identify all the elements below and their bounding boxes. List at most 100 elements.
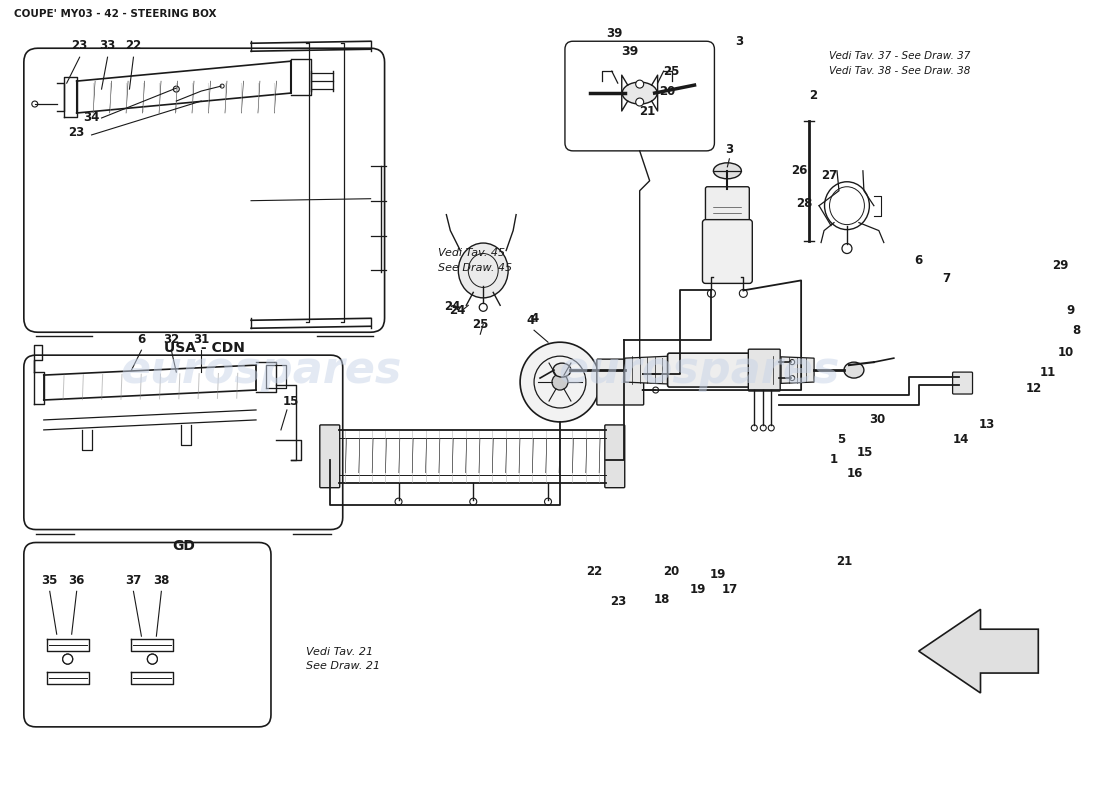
Circle shape xyxy=(174,86,179,92)
Text: 15: 15 xyxy=(857,446,873,459)
Text: 13: 13 xyxy=(978,418,994,431)
Text: 6: 6 xyxy=(138,333,145,346)
Circle shape xyxy=(63,654,73,664)
Text: 7: 7 xyxy=(943,272,950,285)
Circle shape xyxy=(520,342,600,422)
Ellipse shape xyxy=(844,362,864,378)
Text: 19: 19 xyxy=(710,568,726,581)
Text: 36: 36 xyxy=(68,574,85,587)
Text: 35: 35 xyxy=(42,574,58,587)
Text: COUPE' MY03 - 42 - STEERING BOX: COUPE' MY03 - 42 - STEERING BOX xyxy=(14,10,217,19)
Circle shape xyxy=(63,654,73,664)
Circle shape xyxy=(395,498,402,505)
Text: 10: 10 xyxy=(1058,346,1075,358)
Circle shape xyxy=(760,425,767,431)
Circle shape xyxy=(652,387,659,393)
Text: 19: 19 xyxy=(690,583,706,596)
Text: 2: 2 xyxy=(808,89,817,102)
Circle shape xyxy=(751,425,757,431)
Circle shape xyxy=(790,375,794,381)
Text: 31: 31 xyxy=(194,333,209,346)
Circle shape xyxy=(147,654,157,664)
Circle shape xyxy=(790,360,794,365)
Circle shape xyxy=(768,425,774,431)
Ellipse shape xyxy=(623,82,657,104)
Text: 23: 23 xyxy=(609,594,626,608)
Text: 32: 32 xyxy=(163,333,179,346)
Text: eurospares: eurospares xyxy=(559,349,840,392)
Text: 1: 1 xyxy=(829,454,838,466)
Text: 30: 30 xyxy=(869,414,886,426)
Text: 18: 18 xyxy=(653,593,670,606)
Text: 39: 39 xyxy=(606,26,623,40)
Circle shape xyxy=(842,243,851,254)
FancyBboxPatch shape xyxy=(705,186,749,225)
Text: 4: 4 xyxy=(531,312,539,325)
Text: 27: 27 xyxy=(821,170,837,182)
Text: 38: 38 xyxy=(153,574,169,587)
Circle shape xyxy=(480,303,487,311)
Text: 17: 17 xyxy=(722,583,737,596)
Text: 26: 26 xyxy=(791,164,807,178)
Text: 8: 8 xyxy=(1072,324,1080,337)
Text: Vedi Tav. 38 - See Draw. 38: Vedi Tav. 38 - See Draw. 38 xyxy=(829,66,970,76)
Text: 16: 16 xyxy=(847,467,864,480)
Text: 4: 4 xyxy=(526,314,535,327)
Text: 3: 3 xyxy=(735,34,744,48)
Polygon shape xyxy=(625,356,670,384)
Text: 14: 14 xyxy=(953,434,969,446)
Polygon shape xyxy=(764,356,814,384)
Circle shape xyxy=(636,80,644,88)
Text: 21: 21 xyxy=(836,555,852,568)
Text: Vedi Tav. 21
See Draw. 21: Vedi Tav. 21 See Draw. 21 xyxy=(306,646,379,671)
Circle shape xyxy=(707,290,715,298)
Circle shape xyxy=(544,498,551,505)
Circle shape xyxy=(470,498,476,505)
Text: 20: 20 xyxy=(663,565,680,578)
Text: GD: GD xyxy=(172,538,195,553)
Text: 6: 6 xyxy=(914,254,923,267)
Text: 37: 37 xyxy=(125,574,142,587)
Text: 20: 20 xyxy=(660,85,675,98)
Text: eurospares: eurospares xyxy=(120,349,402,392)
Text: 25: 25 xyxy=(663,65,680,78)
Text: 15: 15 xyxy=(283,395,299,408)
FancyBboxPatch shape xyxy=(668,353,767,387)
Circle shape xyxy=(147,654,157,664)
Text: 39: 39 xyxy=(621,46,638,58)
Text: USA - CDN: USA - CDN xyxy=(164,342,244,355)
Text: 9: 9 xyxy=(1066,304,1075,317)
Text: 22: 22 xyxy=(585,565,602,578)
Circle shape xyxy=(652,371,659,377)
Ellipse shape xyxy=(714,163,741,178)
Text: 24: 24 xyxy=(449,304,465,317)
Ellipse shape xyxy=(553,363,571,377)
Circle shape xyxy=(636,98,644,106)
Text: 23: 23 xyxy=(68,126,85,139)
Ellipse shape xyxy=(459,243,508,298)
Text: 3: 3 xyxy=(725,143,734,156)
Text: 34: 34 xyxy=(84,111,100,124)
FancyBboxPatch shape xyxy=(320,425,340,488)
FancyBboxPatch shape xyxy=(703,220,752,283)
FancyBboxPatch shape xyxy=(597,359,644,405)
Text: 28: 28 xyxy=(796,197,812,210)
Text: 33: 33 xyxy=(99,39,116,52)
Text: 11: 11 xyxy=(1041,366,1056,378)
Text: 25: 25 xyxy=(472,318,488,331)
Circle shape xyxy=(552,374,568,390)
Circle shape xyxy=(739,290,747,298)
Text: Vedi Tav. 37 - See Draw. 37: Vedi Tav. 37 - See Draw. 37 xyxy=(829,51,970,61)
Text: 12: 12 xyxy=(1025,382,1042,394)
FancyBboxPatch shape xyxy=(605,425,625,488)
Text: 22: 22 xyxy=(125,39,142,52)
Text: 21: 21 xyxy=(639,105,656,118)
Text: Vedi Tav. 45
See Draw. 45: Vedi Tav. 45 See Draw. 45 xyxy=(439,248,513,273)
Text: 23: 23 xyxy=(72,39,88,52)
FancyBboxPatch shape xyxy=(748,349,780,391)
Text: 29: 29 xyxy=(1052,259,1068,272)
Text: 24: 24 xyxy=(444,300,460,314)
Text: 5: 5 xyxy=(837,434,845,446)
Polygon shape xyxy=(918,610,1038,693)
FancyBboxPatch shape xyxy=(953,372,972,394)
